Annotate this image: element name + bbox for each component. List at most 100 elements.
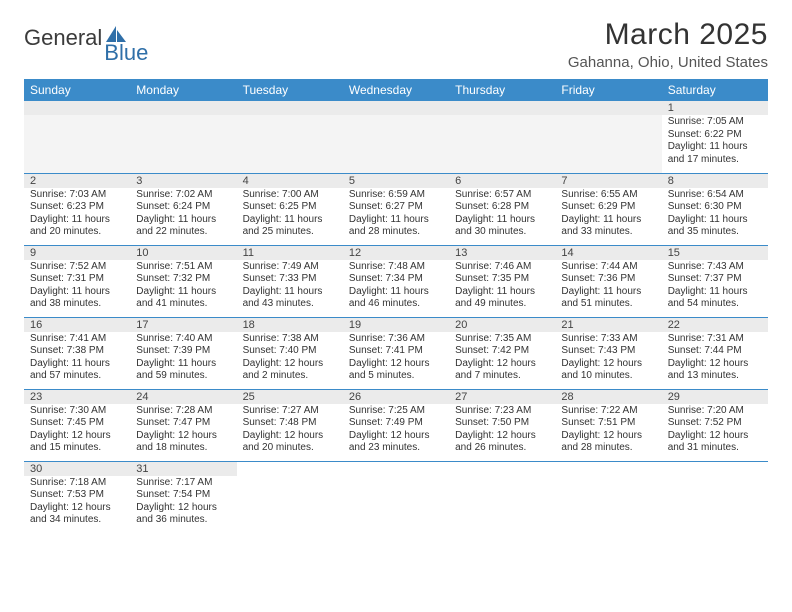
day-number: 26 xyxy=(343,390,449,404)
day-number: 12 xyxy=(343,246,449,260)
sunrise-line: Sunrise: 7:02 AM xyxy=(136,189,230,202)
calendar-cell xyxy=(24,101,130,173)
day-details: Sunrise: 7:25 AMSunset: 7:49 PMDaylight:… xyxy=(343,404,449,458)
calendar-cell: 26Sunrise: 7:25 AMSunset: 7:49 PMDayligh… xyxy=(343,389,449,461)
day-number: 31 xyxy=(130,462,236,476)
weekday-header: Monday xyxy=(130,79,236,101)
calendar-cell: 6Sunrise: 6:57 AMSunset: 6:28 PMDaylight… xyxy=(449,173,555,245)
sunrise-line: Sunrise: 7:27 AM xyxy=(243,405,337,418)
day-number: 25 xyxy=(237,390,343,404)
day-details: Sunrise: 7:43 AMSunset: 7:37 PMDaylight:… xyxy=(662,260,768,314)
day-details: Sunrise: 7:23 AMSunset: 7:50 PMDaylight:… xyxy=(449,404,555,458)
daylight-line: Daylight: 12 hours and 36 minutes. xyxy=(136,502,230,527)
sunset-line: Sunset: 7:36 PM xyxy=(561,273,655,286)
weekday-header: Tuesday xyxy=(237,79,343,101)
sunrise-line: Sunrise: 7:44 AM xyxy=(561,261,655,274)
day-number: 16 xyxy=(24,318,130,332)
calendar-week-row: 1Sunrise: 7:05 AMSunset: 6:22 PMDaylight… xyxy=(24,101,768,173)
sunset-line: Sunset: 7:32 PM xyxy=(136,273,230,286)
daylight-line: Daylight: 11 hours and 33 minutes. xyxy=(561,214,655,239)
daylight-line: Daylight: 11 hours and 43 minutes. xyxy=(243,286,337,311)
sunset-line: Sunset: 6:30 PM xyxy=(668,201,762,214)
daylight-line: Daylight: 11 hours and 20 minutes. xyxy=(30,214,124,239)
daylight-line: Daylight: 12 hours and 34 minutes. xyxy=(30,502,124,527)
calendar-cell xyxy=(662,461,768,533)
day-number: 10 xyxy=(130,246,236,260)
sunrise-line: Sunrise: 7:43 AM xyxy=(668,261,762,274)
daylight-line: Daylight: 11 hours and 38 minutes. xyxy=(30,286,124,311)
sunrise-line: Sunrise: 7:23 AM xyxy=(455,405,549,418)
day-number: 1 xyxy=(662,101,768,115)
calendar-week-row: 16Sunrise: 7:41 AMSunset: 7:38 PMDayligh… xyxy=(24,317,768,389)
sunset-line: Sunset: 7:38 PM xyxy=(30,345,124,358)
calendar-cell: 16Sunrise: 7:41 AMSunset: 7:38 PMDayligh… xyxy=(24,317,130,389)
sunrise-line: Sunrise: 7:48 AM xyxy=(349,261,443,274)
day-number: 20 xyxy=(449,318,555,332)
day-number: 21 xyxy=(555,318,661,332)
sunrise-line: Sunrise: 7:00 AM xyxy=(243,189,337,202)
calendar-cell: 27Sunrise: 7:23 AMSunset: 7:50 PMDayligh… xyxy=(449,389,555,461)
day-details: Sunrise: 7:02 AMSunset: 6:24 PMDaylight:… xyxy=(130,188,236,242)
calendar-body: 1Sunrise: 7:05 AMSunset: 6:22 PMDaylight… xyxy=(24,101,768,533)
day-details: Sunrise: 7:52 AMSunset: 7:31 PMDaylight:… xyxy=(24,260,130,314)
sunrise-line: Sunrise: 7:40 AM xyxy=(136,333,230,346)
daylight-line: Daylight: 11 hours and 46 minutes. xyxy=(349,286,443,311)
day-number: 14 xyxy=(555,246,661,260)
sunrise-line: Sunrise: 7:28 AM xyxy=(136,405,230,418)
sunset-line: Sunset: 7:50 PM xyxy=(455,417,549,430)
day-number: 3 xyxy=(130,174,236,188)
day-number: 22 xyxy=(662,318,768,332)
title-block: March 2025 Gahanna, Ohio, United States xyxy=(568,18,768,71)
day-details: Sunrise: 7:27 AMSunset: 7:48 PMDaylight:… xyxy=(237,404,343,458)
calendar-cell: 3Sunrise: 7:02 AMSunset: 6:24 PMDaylight… xyxy=(130,173,236,245)
day-number: 28 xyxy=(555,390,661,404)
calendar-header-row: SundayMondayTuesdayWednesdayThursdayFrid… xyxy=(24,79,768,101)
daylight-line: Daylight: 12 hours and 13 minutes. xyxy=(668,358,762,383)
sunset-line: Sunset: 7:42 PM xyxy=(455,345,549,358)
sunset-line: Sunset: 7:48 PM xyxy=(243,417,337,430)
day-number: 7 xyxy=(555,174,661,188)
day-number: 5 xyxy=(343,174,449,188)
day-number: 6 xyxy=(449,174,555,188)
daylight-line: Daylight: 11 hours and 59 minutes. xyxy=(136,358,230,383)
sunset-line: Sunset: 7:41 PM xyxy=(349,345,443,358)
month-title: March 2025 xyxy=(568,18,768,52)
sunset-line: Sunset: 7:31 PM xyxy=(30,273,124,286)
day-details: Sunrise: 7:30 AMSunset: 7:45 PMDaylight:… xyxy=(24,404,130,458)
day-number: 11 xyxy=(237,246,343,260)
sunset-line: Sunset: 7:40 PM xyxy=(243,345,337,358)
daylight-line: Daylight: 11 hours and 30 minutes. xyxy=(455,214,549,239)
logo-text-blue-row: GeneralBlue xyxy=(24,40,148,66)
day-number: 8 xyxy=(662,174,768,188)
calendar-cell: 8Sunrise: 6:54 AMSunset: 6:30 PMDaylight… xyxy=(662,173,768,245)
daylight-line: Daylight: 11 hours and 49 minutes. xyxy=(455,286,549,311)
day-number: 29 xyxy=(662,390,768,404)
calendar-cell: 7Sunrise: 6:55 AMSunset: 6:29 PMDaylight… xyxy=(555,173,661,245)
sunset-line: Sunset: 7:44 PM xyxy=(668,345,762,358)
daylight-line: Daylight: 11 hours and 28 minutes. xyxy=(349,214,443,239)
day-details: Sunrise: 7:44 AMSunset: 7:36 PMDaylight:… xyxy=(555,260,661,314)
day-number: 4 xyxy=(237,174,343,188)
sunset-line: Sunset: 7:37 PM xyxy=(668,273,762,286)
daylight-line: Daylight: 11 hours and 41 minutes. xyxy=(136,286,230,311)
calendar-cell xyxy=(449,461,555,533)
daylight-line: Daylight: 12 hours and 15 minutes. xyxy=(30,430,124,455)
calendar-cell xyxy=(130,101,236,173)
daylight-line: Daylight: 11 hours and 54 minutes. xyxy=(668,286,762,311)
calendar-cell: 4Sunrise: 7:00 AMSunset: 6:25 PMDaylight… xyxy=(237,173,343,245)
daylight-line: Daylight: 12 hours and 28 minutes. xyxy=(561,430,655,455)
daylight-line: Daylight: 12 hours and 7 minutes. xyxy=(455,358,549,383)
sunrise-line: Sunrise: 7:51 AM xyxy=(136,261,230,274)
daylight-line: Daylight: 11 hours and 22 minutes. xyxy=(136,214,230,239)
calendar-cell xyxy=(237,101,343,173)
sunset-line: Sunset: 7:33 PM xyxy=(243,273,337,286)
sunset-line: Sunset: 7:47 PM xyxy=(136,417,230,430)
daylight-line: Daylight: 11 hours and 57 minutes. xyxy=(30,358,124,383)
sunset-line: Sunset: 7:52 PM xyxy=(668,417,762,430)
sunrise-line: Sunrise: 7:18 AM xyxy=(30,477,124,490)
calendar-cell: 19Sunrise: 7:36 AMSunset: 7:41 PMDayligh… xyxy=(343,317,449,389)
calendar-cell xyxy=(555,461,661,533)
calendar-week-row: 2Sunrise: 7:03 AMSunset: 6:23 PMDaylight… xyxy=(24,173,768,245)
calendar-cell: 1Sunrise: 7:05 AMSunset: 6:22 PMDaylight… xyxy=(662,101,768,173)
daylight-line: Daylight: 12 hours and 31 minutes. xyxy=(668,430,762,455)
